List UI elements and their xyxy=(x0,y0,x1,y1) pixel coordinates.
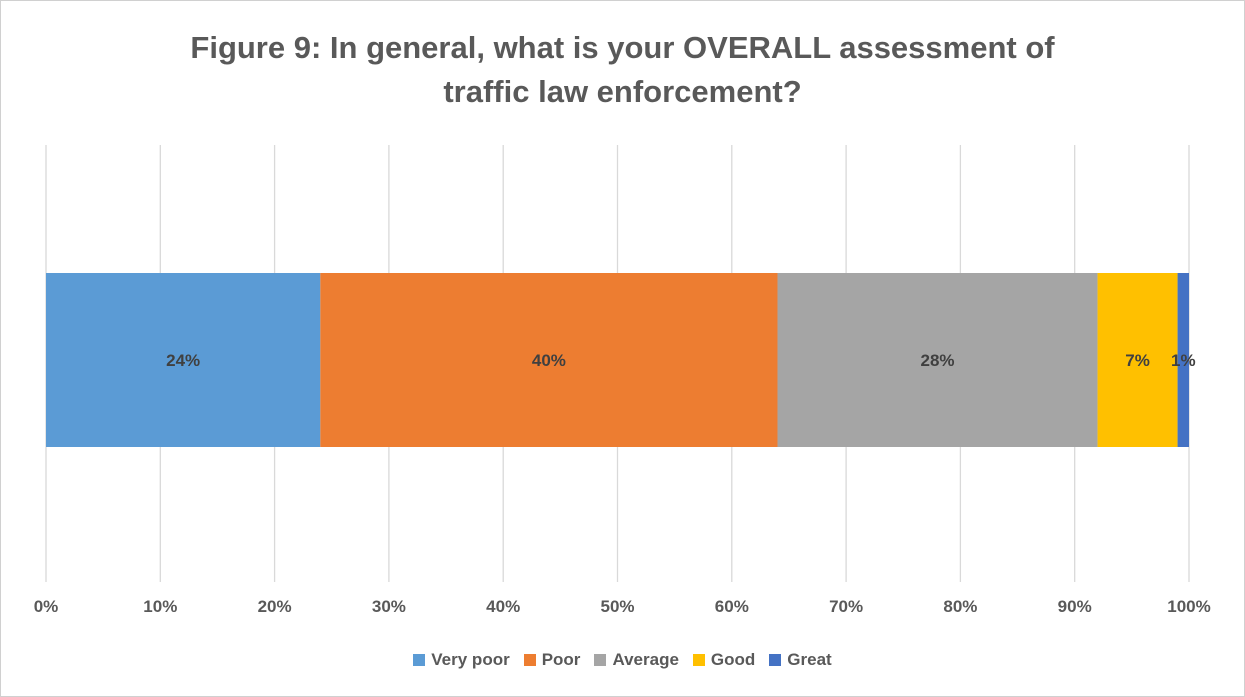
bar-segment-very-poor xyxy=(46,273,321,447)
legend-item-poor: Poor xyxy=(523,650,581,670)
x-tick-label: 40% xyxy=(486,597,520,616)
legend-item-great: Great xyxy=(769,650,832,670)
legend-swatch xyxy=(692,654,705,666)
legend-item-good: Good xyxy=(692,650,756,670)
data-label-great: 1% xyxy=(1171,351,1196,370)
x-tick-label: 70% xyxy=(829,597,863,616)
x-tick-label: 30% xyxy=(372,597,406,616)
x-tick-label: 50% xyxy=(600,597,634,616)
x-tick-label: 10% xyxy=(143,597,177,616)
legend-label: Very poor xyxy=(431,650,510,669)
legend-swatch xyxy=(594,654,607,666)
legend-label: Average xyxy=(612,650,679,669)
legend-label: Poor xyxy=(541,650,581,669)
legend-swatch xyxy=(413,654,426,666)
legend-swatch xyxy=(523,654,536,666)
x-tick-label: 60% xyxy=(715,597,749,616)
bar-segment-great xyxy=(1177,273,1189,447)
x-tick-label: 80% xyxy=(943,597,977,616)
data-label-good: 7% xyxy=(1125,351,1150,370)
bar-segment-average xyxy=(777,273,1098,447)
x-tick-label: 0% xyxy=(34,597,59,616)
legend-swatch xyxy=(769,654,782,666)
data-label-very-poor: 24% xyxy=(166,351,200,370)
chart-legend: Very poor Poor Average Good Great xyxy=(0,648,1245,672)
legend-label: Great xyxy=(787,650,832,669)
bar-segment-poor xyxy=(320,273,778,447)
legend-label: Good xyxy=(710,650,756,669)
data-label-average: 28% xyxy=(921,351,955,370)
data-label-poor: 40% xyxy=(532,351,566,370)
chart-title: Figure 9: In general, what is your OVERA… xyxy=(0,26,1245,114)
x-tick-label: 90% xyxy=(1058,597,1092,616)
chart-title-line-1: Figure 9: In general, what is your OVERA… xyxy=(190,30,1055,65)
chart-title-line-2: traffic law enforcement? xyxy=(443,74,802,109)
legend-item-very-poor: Very poor xyxy=(413,650,510,670)
bar-segment-good xyxy=(1097,273,1178,447)
x-tick-label: 20% xyxy=(258,597,292,616)
legend-item-average: Average xyxy=(594,650,679,670)
x-tick-label: 100% xyxy=(1167,597,1210,616)
